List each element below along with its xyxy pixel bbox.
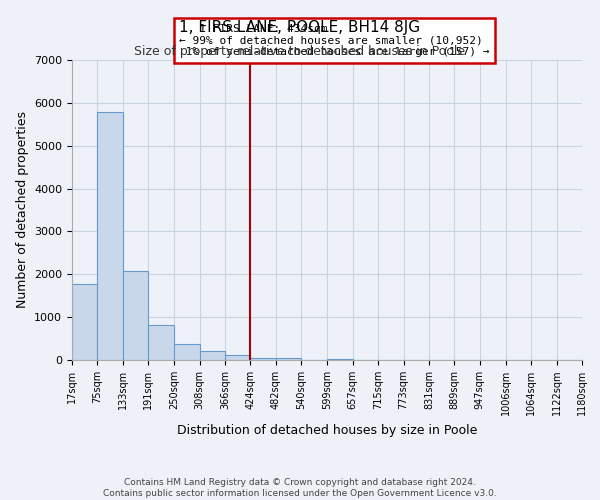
Bar (276, 358, 301, 360)
Text: 1, FIRS LANE, POOLE, BH14 8JG: 1, FIRS LANE, POOLE, BH14 8JG (179, 20, 421, 35)
Text: 1 FIRS LANE: 434sqm   
← 99% of detached houses are smaller (10,952)
 1% of semi: 1 FIRS LANE: 434sqm ← 99% of detached ho… (179, 24, 490, 57)
Bar (148, 326, 174, 360)
Bar (97, 112, 123, 360)
Y-axis label: Number of detached properties: Number of detached properties (16, 112, 29, 308)
Bar (123, 272, 148, 360)
Text: Contains HM Land Registry data © Crown copyright and database right 2024.
Contai: Contains HM Land Registry data © Crown c… (103, 478, 497, 498)
X-axis label: Distribution of detached houses by size in Poole: Distribution of detached houses by size … (177, 424, 477, 436)
Bar (250, 358, 276, 360)
Bar (174, 344, 200, 360)
Text: Size of property relative to detached houses in Poole: Size of property relative to detached ho… (134, 45, 466, 58)
Bar (327, 358, 353, 360)
Bar (200, 350, 225, 360)
Bar (225, 356, 250, 360)
Bar (72, 284, 97, 360)
